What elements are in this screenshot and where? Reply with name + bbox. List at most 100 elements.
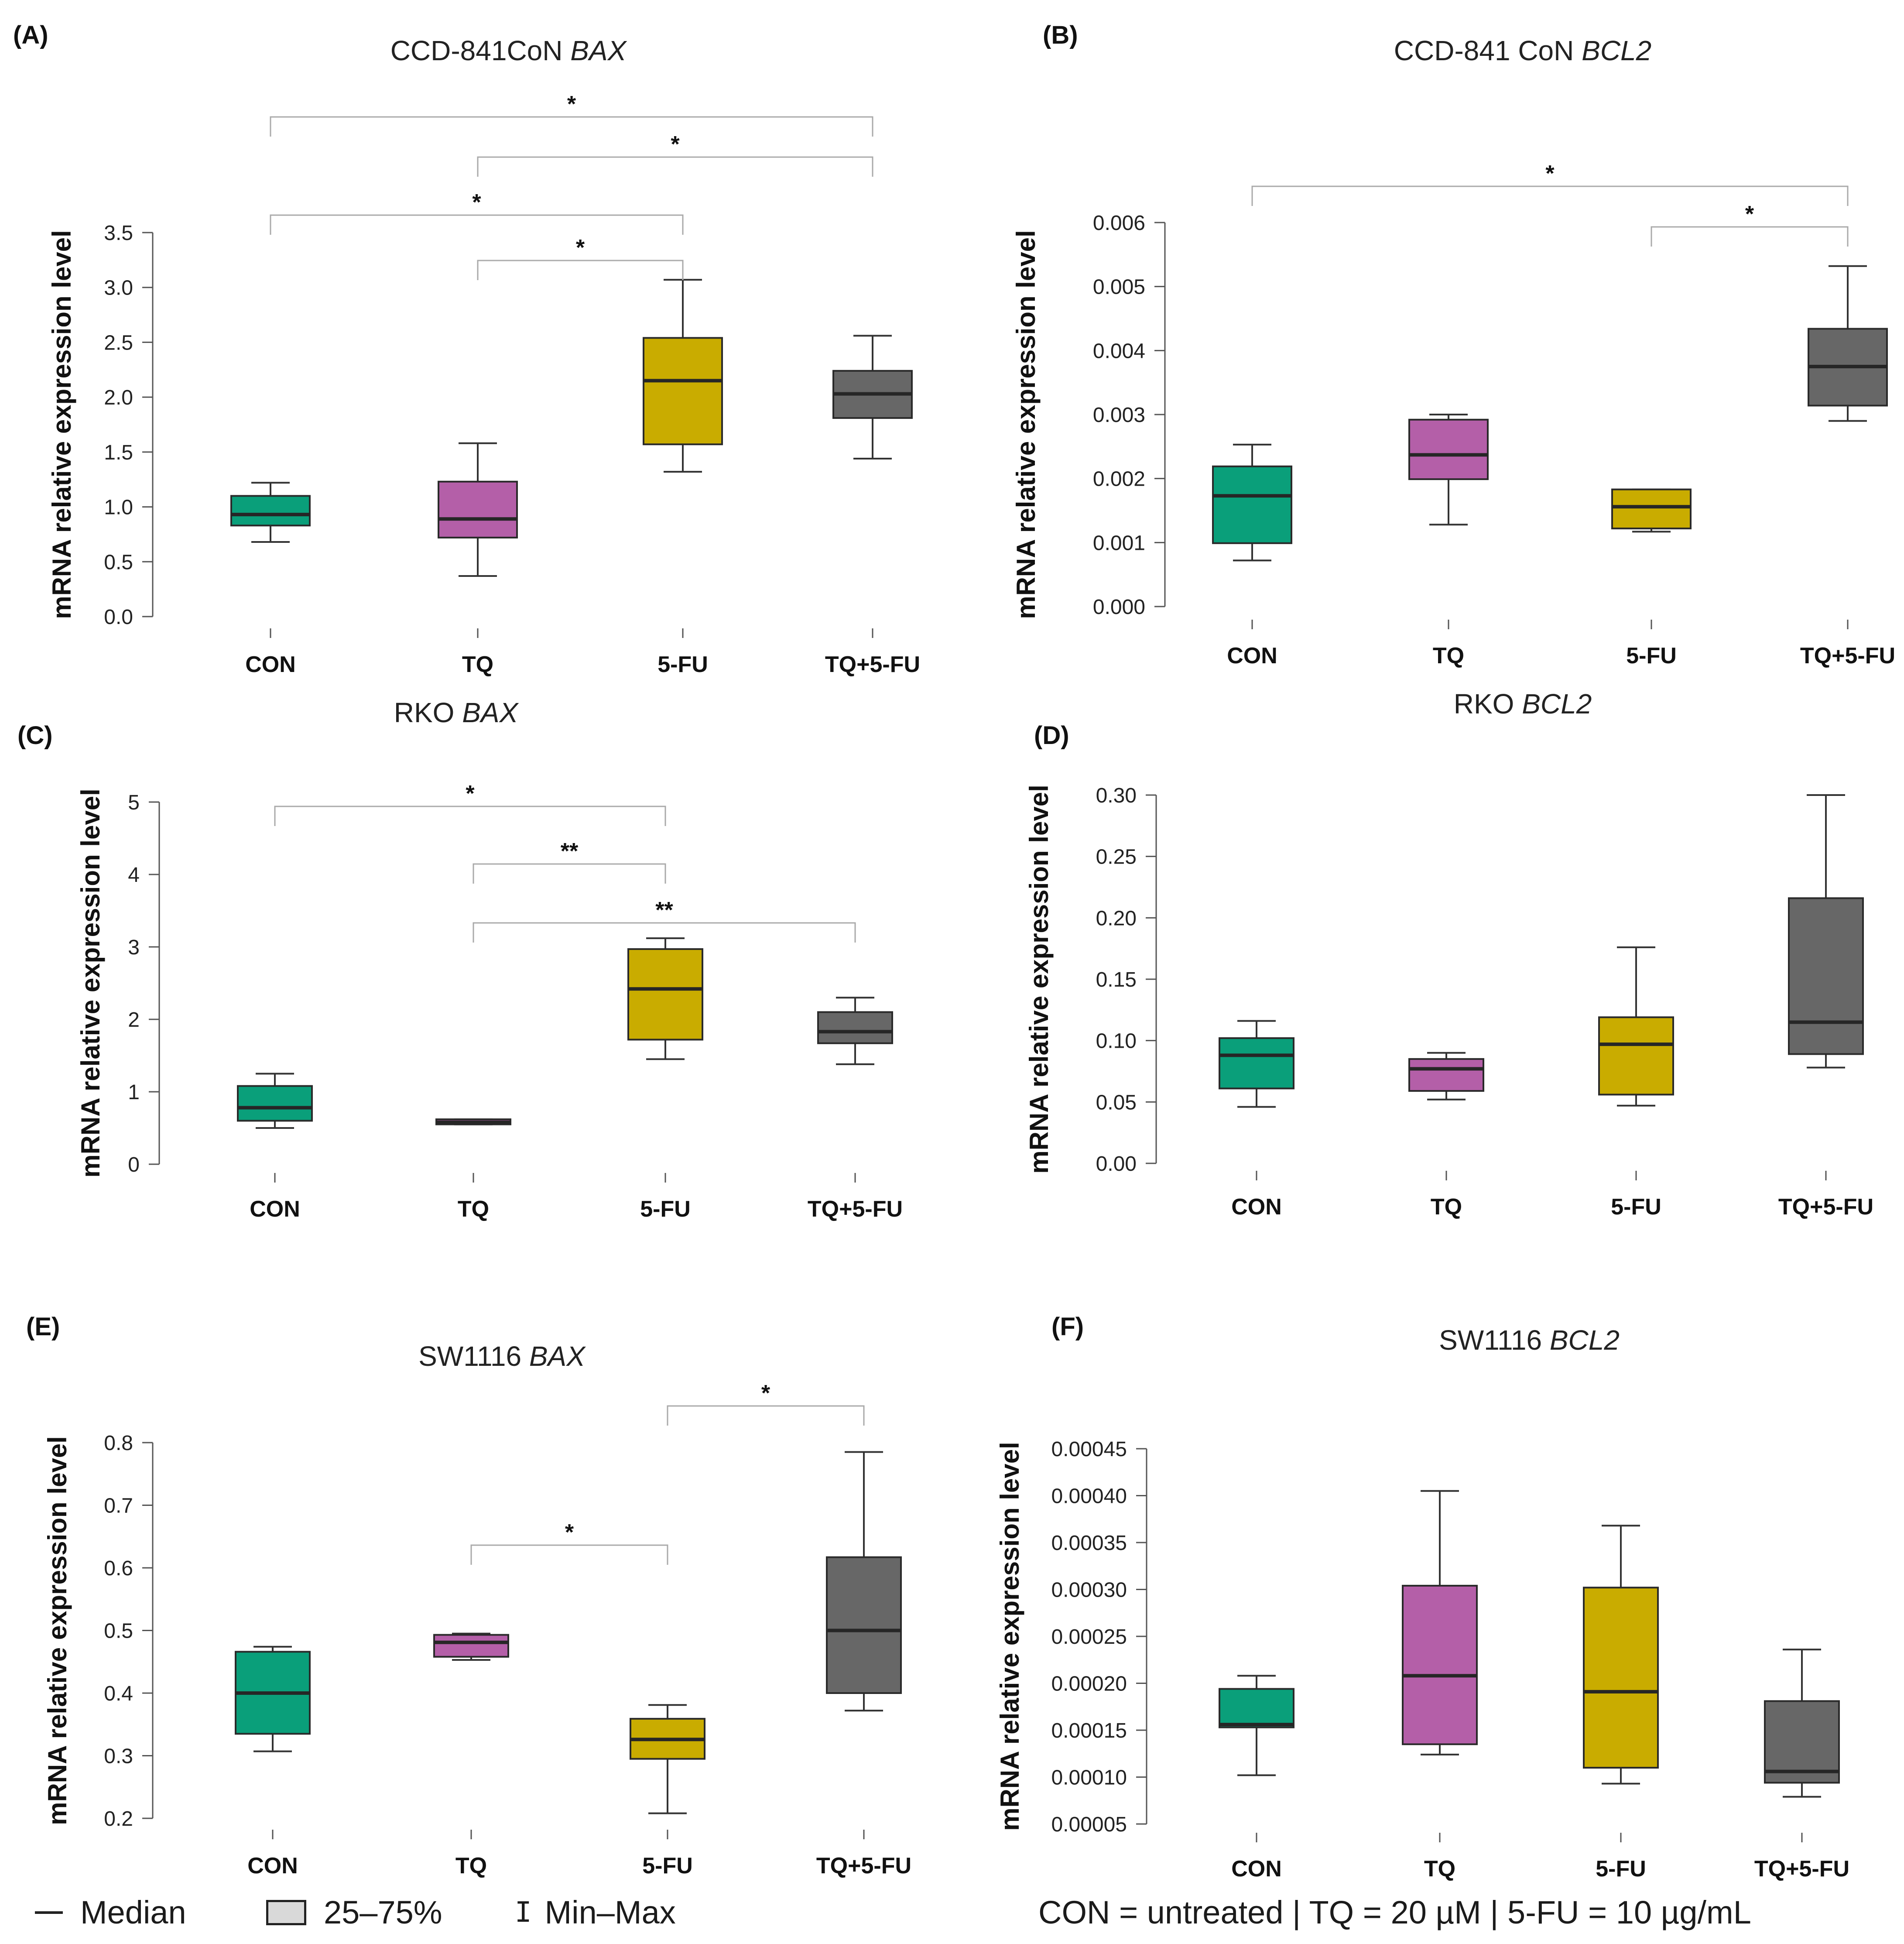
- figure-canvas: (A) CCD-841CoN BAX mRNA relative expressio…: [13, 21, 1895, 1882]
- significance-label: *: [671, 132, 680, 157]
- y-axis-label: mRNA relative expression level: [43, 1436, 72, 1825]
- iqr-box: [433, 1634, 509, 1658]
- y-tick-label: 0.25: [1096, 846, 1137, 869]
- x-tick-label: TQ+5-FU: [816, 1853, 911, 1879]
- box-con: [237, 1073, 313, 1129]
- y-tick-label: 0.00045: [1051, 1438, 1127, 1461]
- x-tick-label: CON: [1227, 643, 1277, 669]
- y-tick-label: 0.006: [1093, 212, 1145, 235]
- y-tick-label: 0.5: [104, 551, 133, 574]
- y-tick-label: 0.3: [104, 1745, 133, 1768]
- iqr-box: [627, 948, 703, 1041]
- iqr-box: [1408, 1058, 1484, 1092]
- x-tick-label: CON: [1231, 1194, 1282, 1220]
- y-tick-label: 1: [128, 1081, 140, 1104]
- y-tick-label: 0.00040: [1051, 1485, 1127, 1508]
- significance-label: *: [1545, 161, 1555, 186]
- bracket-line: [270, 214, 684, 235]
- y-tick-label: 0.005: [1093, 276, 1145, 299]
- significance-label: **: [561, 839, 579, 864]
- x-tick-label: CON: [245, 652, 296, 677]
- legend-box: 25–75%: [266, 1894, 442, 1931]
- y-tick-label: 0: [128, 1153, 140, 1176]
- box-tq: [433, 1632, 509, 1661]
- y-tick-label: 0.30: [1096, 784, 1137, 807]
- box-con: [1212, 443, 1292, 562]
- box-con: [235, 1646, 311, 1752]
- x-tick-label: 5-FU: [640, 1197, 691, 1222]
- box-tq: [1408, 1052, 1484, 1101]
- y-tick-label: 0.6: [104, 1557, 133, 1580]
- iqr-box: [438, 480, 518, 538]
- chart-title-gene: BCL2: [1522, 688, 1592, 720]
- bracket-line: [1251, 185, 1849, 206]
- y-tick-label: 0.15: [1096, 968, 1137, 991]
- iqr-box: [1583, 1587, 1659, 1769]
- bracket-line: [270, 116, 873, 137]
- bracket-line: [274, 806, 666, 826]
- box-5-fu: [1583, 1525, 1659, 1785]
- chart-title-gene: BCL2: [1582, 35, 1651, 66]
- y-tick-label: 2: [128, 1008, 140, 1032]
- iqr-box: [1408, 418, 1489, 480]
- significance-label: *: [567, 92, 576, 117]
- significance-label: *: [576, 235, 585, 261]
- bracket-line: [470, 1544, 668, 1565]
- box-tq: [1408, 414, 1489, 526]
- iqr-box: [1598, 1016, 1674, 1096]
- y-tick-label: 3: [128, 936, 140, 959]
- iqr-box: [643, 337, 723, 446]
- x-tick-label: 5-FU: [1611, 1194, 1661, 1220]
- x-tick-label: CON: [1231, 1856, 1282, 1882]
- x-tick-label: TQ+5-FU: [808, 1197, 903, 1222]
- x-tick-label: 5-FU: [642, 1853, 693, 1879]
- y-tick-label: 3.5: [104, 222, 133, 245]
- x-tick-label: 5-FU: [1596, 1856, 1646, 1882]
- iqr-box: [1212, 465, 1292, 544]
- box-tq-5-fu: [826, 1451, 902, 1712]
- y-tick-label: 0.001: [1093, 531, 1145, 555]
- chart-title-gene: BAX: [462, 697, 519, 728]
- chart-title-gene: BAX: [570, 35, 627, 66]
- significance-bracket: *: [270, 92, 873, 137]
- chart-title: CCD-841CoN BAX: [390, 35, 627, 66]
- significance-label: *: [1745, 202, 1754, 227]
- panel-label: (C): [17, 721, 53, 750]
- chart-title-cell: CCD-841CoN: [390, 35, 571, 66]
- bracket-line: [477, 260, 684, 280]
- bracket-line: [667, 1405, 865, 1426]
- y-axis-label: mRNA relative expression level: [1011, 230, 1041, 619]
- box-con: [230, 482, 311, 543]
- significance-label: *: [466, 781, 475, 806]
- chart-title-cell: CCD-841 CoN: [1394, 35, 1582, 66]
- x-tick-label: TQ: [462, 652, 493, 677]
- iqr-box: [826, 1556, 902, 1694]
- bracket-line: [477, 156, 873, 177]
- box-5-fu: [643, 279, 723, 473]
- significance-bracket: **: [473, 898, 856, 943]
- x-tick-label: TQ: [1431, 1194, 1462, 1220]
- panel-B: (B) CCD-841 CoN BCL2 mRNA relative express…: [1011, 21, 1895, 669]
- chart-title: SW1116 BCL2: [1439, 1324, 1620, 1356]
- y-tick-label: 0.00025: [1051, 1625, 1127, 1649]
- significance-bracket: *: [274, 781, 666, 826]
- x-tick-label: TQ+5-FU: [825, 652, 920, 677]
- y-axis-label: mRNA relative expression level: [76, 789, 105, 1178]
- box-con: [1219, 1020, 1294, 1108]
- y-tick-label: 2.5: [104, 331, 133, 354]
- box-tq-5-fu: [1808, 265, 1888, 422]
- y-tick-label: 1.0: [104, 496, 133, 519]
- panel-E: (E) SW1116 BAX mRNA relative expression le…: [26, 1313, 911, 1879]
- x-tick-label: 5-FU: [1626, 643, 1677, 669]
- bracket-line: [1651, 226, 1849, 247]
- y-tick-label: 0.002: [1093, 468, 1145, 491]
- box-con: [1219, 1675, 1294, 1776]
- box-5-fu: [627, 937, 703, 1060]
- y-tick-label: 0.10: [1096, 1030, 1137, 1053]
- significance-label: *: [565, 1520, 574, 1545]
- x-tick-label: 5-FU: [657, 652, 708, 677]
- legend-box-label: 25–75%: [324, 1894, 442, 1930]
- x-tick-label: TQ: [1424, 1856, 1455, 1882]
- significance-label: **: [655, 898, 673, 923]
- y-tick-label: 2.0: [104, 386, 133, 409]
